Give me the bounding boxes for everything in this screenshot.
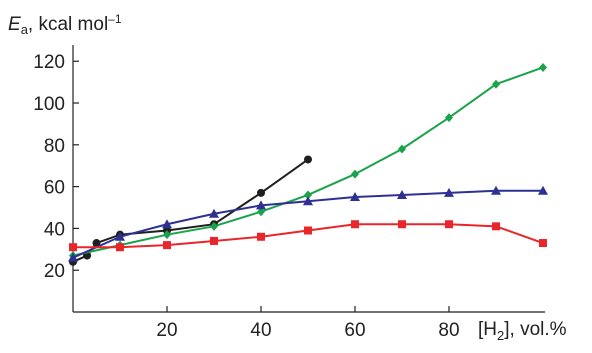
point bbox=[256, 200, 266, 210]
x-tick-label: 60 bbox=[344, 320, 365, 341]
y-tick-label: 40 bbox=[44, 219, 65, 240]
y-tick-label: 60 bbox=[44, 178, 65, 199]
point bbox=[163, 230, 171, 240]
point bbox=[257, 232, 265, 241]
point bbox=[304, 226, 312, 235]
x-tick-label: 40 bbox=[250, 320, 271, 341]
point bbox=[303, 196, 313, 206]
y-tick-label: 20 bbox=[44, 261, 65, 282]
point bbox=[398, 220, 406, 229]
x-axis-label: [H2], vol.% bbox=[478, 319, 567, 343]
point bbox=[445, 113, 453, 123]
point bbox=[398, 144, 406, 154]
x-tick-label: 20 bbox=[156, 320, 177, 341]
point bbox=[304, 155, 312, 164]
point bbox=[92, 239, 101, 248]
point bbox=[350, 192, 360, 202]
point bbox=[210, 221, 218, 231]
point bbox=[539, 62, 547, 72]
point bbox=[210, 236, 218, 245]
point bbox=[492, 79, 500, 89]
point bbox=[257, 207, 265, 217]
y-axis-label: Ea, kcal mol–1 bbox=[8, 12, 122, 37]
point bbox=[163, 241, 171, 250]
point bbox=[68, 252, 78, 262]
point bbox=[351, 169, 359, 179]
point bbox=[397, 189, 407, 199]
point bbox=[491, 185, 501, 195]
point bbox=[162, 219, 172, 229]
point bbox=[304, 190, 312, 200]
y-tick-label: 80 bbox=[44, 136, 65, 157]
y-tick-label: 100 bbox=[33, 94, 65, 115]
point bbox=[115, 231, 125, 241]
y-tick-label: 120 bbox=[33, 52, 65, 73]
point bbox=[492, 222, 500, 231]
point bbox=[69, 243, 77, 252]
point bbox=[444, 187, 454, 197]
x-tick-label: 80 bbox=[438, 320, 459, 341]
point bbox=[209, 208, 219, 218]
point bbox=[538, 185, 548, 195]
point bbox=[351, 220, 359, 229]
point bbox=[257, 188, 265, 197]
point bbox=[539, 239, 547, 248]
point bbox=[445, 220, 453, 229]
point bbox=[116, 243, 124, 252]
